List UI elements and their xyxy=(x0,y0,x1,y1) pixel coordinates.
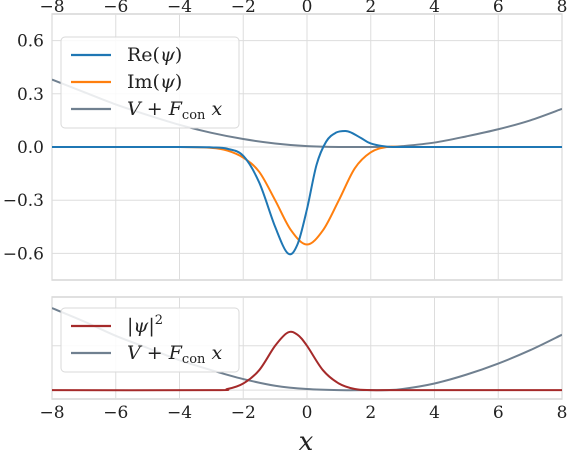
top-y-tick-label: 0.0 xyxy=(17,138,44,158)
legend-label: Im(ψ) xyxy=(127,71,182,93)
bottom-x-tick-label: 8 xyxy=(557,403,568,423)
top-y-tick-label: 0.3 xyxy=(17,85,44,105)
top-legend: Re(ψ) Im(ψ) V + Fcon x xyxy=(60,36,240,129)
bottom-legend: |ψ|2 V + Fcon x xyxy=(60,307,240,373)
bottom-x-ticks: −8 −6 −4 −2 0 2 4 6 8 xyxy=(39,403,567,423)
top-x-tick-label: −2 xyxy=(231,0,256,17)
legend-box xyxy=(60,307,240,373)
top-y-tick-label: −0.6 xyxy=(3,244,44,264)
bottom-x-tick-label: 4 xyxy=(429,403,440,423)
legend-label: |ψ|2 xyxy=(127,313,163,337)
bottom-x-tick-label: −4 xyxy=(167,403,192,423)
top-x-tick-label: 2 xyxy=(365,0,376,17)
series-line-psi-squared xyxy=(52,330,562,392)
bottom-panel: −8 −6 −4 −2 0 2 4 6 8 |ψ|2 V + Fcon x x xyxy=(39,296,567,454)
bottom-x-tick-label: −6 xyxy=(103,403,128,423)
x-axis-label: x xyxy=(299,427,314,454)
bottom-x-tick-label: 6 xyxy=(493,403,504,423)
top-y-ticks: 0.6 0.3 0.0 −0.3 −0.6 xyxy=(3,32,44,265)
top-x-ticks-upper: −8 −6 −4 −2 0 2 4 6 8 xyxy=(39,0,567,17)
legend-label: V + Fcon x xyxy=(127,342,222,367)
top-x-tick-label: −6 xyxy=(103,0,128,17)
top-x-tick-label: −8 xyxy=(39,0,64,17)
legend-label: V + Fcon x xyxy=(127,98,222,123)
top-panel: −8 −6 −4 −2 0 2 4 6 8 0.6 0.3 0.0 −0.3 −0.6 Re(ψ) Im(… xyxy=(3,0,567,281)
top-x-tick-label: 4 xyxy=(429,0,440,17)
bottom-x-tick-label: 0 xyxy=(302,403,313,423)
bottom-x-tick-label: −2 xyxy=(231,403,256,423)
top-x-tick-label: 0 xyxy=(302,0,313,17)
top-x-tick-label: −4 xyxy=(167,0,192,17)
top-x-tick-label: 8 xyxy=(557,0,568,17)
top-y-tick-label: −0.3 xyxy=(3,191,44,211)
legend-box xyxy=(60,36,240,129)
legend-label: Re(ψ) xyxy=(127,44,182,66)
series-line-re-psi xyxy=(52,130,562,256)
bottom-x-tick-label: −8 xyxy=(39,403,64,423)
bottom-x-tick-label: 2 xyxy=(365,403,376,423)
top-y-tick-label: 0.6 xyxy=(17,32,44,52)
top-x-tick-label: 6 xyxy=(493,0,504,17)
